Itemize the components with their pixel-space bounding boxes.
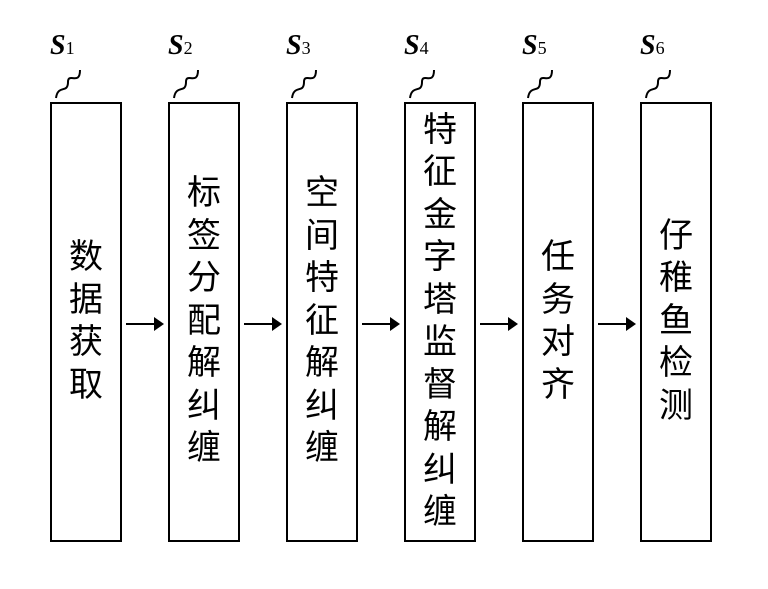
- step-box-char: 特: [305, 258, 339, 301]
- step-box-char: 特: [423, 110, 457, 153]
- step-label-sub: 4: [420, 38, 429, 58]
- step-box-char: 检: [659, 343, 693, 386]
- arrow-right-icon: [362, 314, 400, 334]
- step-S2: S2 标签分配解纠缠: [168, 30, 240, 542]
- step-box-char: 仔: [659, 216, 693, 259]
- step-box-char: 金: [423, 195, 457, 238]
- step-box-char: 监: [423, 322, 457, 365]
- step-box-S6: 仔稚鱼检测: [640, 102, 712, 542]
- step-box-char: 务: [541, 280, 575, 323]
- step-box-char: 征: [423, 152, 457, 195]
- step-box-char: 塔: [423, 280, 457, 323]
- step-box-char: 字: [423, 237, 457, 280]
- step-label-sub: 6: [656, 38, 665, 58]
- step-box-char: 标: [187, 173, 221, 216]
- step-box-char: 配: [187, 301, 221, 344]
- step-label-letter: S: [404, 30, 420, 61]
- step-box-char: 解: [187, 343, 221, 386]
- step-box-char: 纠: [187, 386, 221, 429]
- callout-squiggle-icon: [50, 66, 90, 102]
- step-S1: S1 数据获取: [50, 30, 122, 542]
- step-box-char: 缠: [305, 428, 339, 471]
- callout-squiggle-icon: [404, 66, 444, 102]
- step-box-char: 解: [423, 407, 457, 450]
- step-box-char: 齐: [541, 365, 575, 408]
- step-box-S3: 空间特征解纠缠: [286, 102, 358, 542]
- step-box-char: 数: [69, 237, 103, 280]
- arrow-right-icon: [598, 314, 636, 334]
- step-box-char: 纠: [423, 450, 457, 493]
- step-label-letter: S: [168, 30, 184, 61]
- arrow-right-icon: [126, 314, 164, 334]
- arrow-right-icon: [480, 314, 518, 334]
- step-box-char: 解: [305, 343, 339, 386]
- step-label-S1: S1: [50, 30, 122, 66]
- step-box-char: 任: [541, 237, 575, 280]
- step-label-sub: 1: [66, 38, 75, 58]
- step-label-sub: 5: [538, 38, 547, 58]
- step-box-char: 鱼: [659, 301, 693, 344]
- step-label-S3: S3: [286, 30, 358, 66]
- step-box-char: 督: [423, 365, 457, 408]
- step-label-S6: S6: [640, 30, 712, 66]
- step-box-char: 获: [69, 322, 103, 365]
- step-box-char: 缠: [187, 428, 221, 471]
- callout-squiggle-icon: [286, 66, 326, 102]
- step-box-char: 对: [541, 322, 575, 365]
- step-S6: S6 仔稚鱼检测: [640, 30, 712, 542]
- callout-squiggle-icon: [168, 66, 208, 102]
- step-label-S4: S4: [404, 30, 476, 66]
- step-label-S2: S2: [168, 30, 240, 66]
- step-label-sub: 2: [184, 38, 193, 58]
- step-label-letter: S: [286, 30, 302, 61]
- callout-squiggle-icon: [640, 66, 680, 102]
- arrow-right-icon: [244, 314, 282, 334]
- step-box-char: 纠: [305, 386, 339, 429]
- step-box-S2: 标签分配解纠缠: [168, 102, 240, 542]
- step-box-S4: 特征金字塔监督解纠缠: [404, 102, 476, 542]
- step-box-S5: 任务对齐: [522, 102, 594, 542]
- step-label-letter: S: [640, 30, 656, 61]
- step-box-char: 据: [69, 280, 103, 323]
- step-box-char: 分: [187, 258, 221, 301]
- step-label-letter: S: [50, 30, 66, 61]
- step-S3: S3 空间特征解纠缠: [286, 30, 358, 542]
- step-box-char: 测: [659, 386, 693, 429]
- callout-squiggle-icon: [522, 66, 562, 102]
- step-box-char: 空: [305, 173, 339, 216]
- step-box-char: 签: [187, 216, 221, 259]
- step-box-char: 征: [305, 301, 339, 344]
- step-label-letter: S: [522, 30, 538, 61]
- step-box-char: 间: [305, 216, 339, 259]
- step-box-char: 取: [69, 365, 103, 408]
- step-label-sub: 3: [302, 38, 311, 58]
- flowchart: S1数据获取S2标签分配解纠缠S3空间特征解纠缠S4特征金字塔监督解纠缠S5任务…: [50, 30, 730, 560]
- step-S4: S4 特征金字塔监督解纠缠: [404, 30, 476, 542]
- step-box-char: 稚: [659, 258, 693, 301]
- step-S5: S5 任务对齐: [522, 30, 594, 542]
- step-label-S5: S5: [522, 30, 594, 66]
- step-box-S1: 数据获取: [50, 102, 122, 542]
- step-box-char: 缠: [423, 492, 457, 535]
